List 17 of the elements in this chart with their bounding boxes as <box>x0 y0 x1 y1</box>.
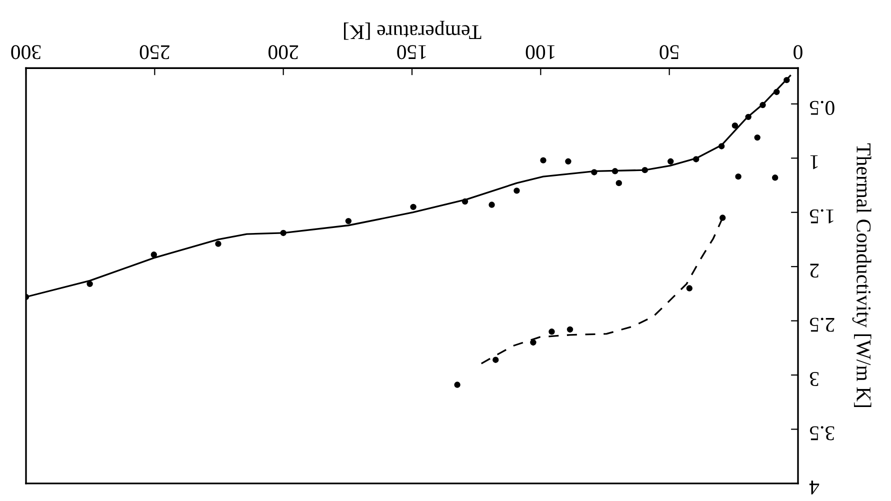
y-tick-label: 4 <box>809 480 820 494</box>
x-tick-label: 100 <box>526 45 554 60</box>
y-tick-label: 2.5 <box>810 318 834 332</box>
x-tick-label: 50 <box>660 45 679 60</box>
x-tick-label: 200 <box>268 45 298 60</box>
x-tick-label: 0 <box>794 45 802 60</box>
y-tick-label: 1.5 <box>810 209 834 224</box>
x-tick-label: 300 <box>11 45 41 60</box>
y-axis-title: Thermal Conductivity [W/m K] <box>852 143 872 408</box>
x-tick-label: 250 <box>140 45 170 60</box>
x-tick-label: 150 <box>397 45 426 60</box>
y-tick-label: 2 <box>810 264 819 278</box>
x-axis-title: Temperature [K] <box>344 20 482 40</box>
y-tick-label: 3 <box>810 372 819 386</box>
y-tick-label: 1 <box>810 155 818 170</box>
y-tick-label: 3.5 <box>810 426 834 440</box>
y-tick-label: 0.5 <box>810 100 834 115</box>
